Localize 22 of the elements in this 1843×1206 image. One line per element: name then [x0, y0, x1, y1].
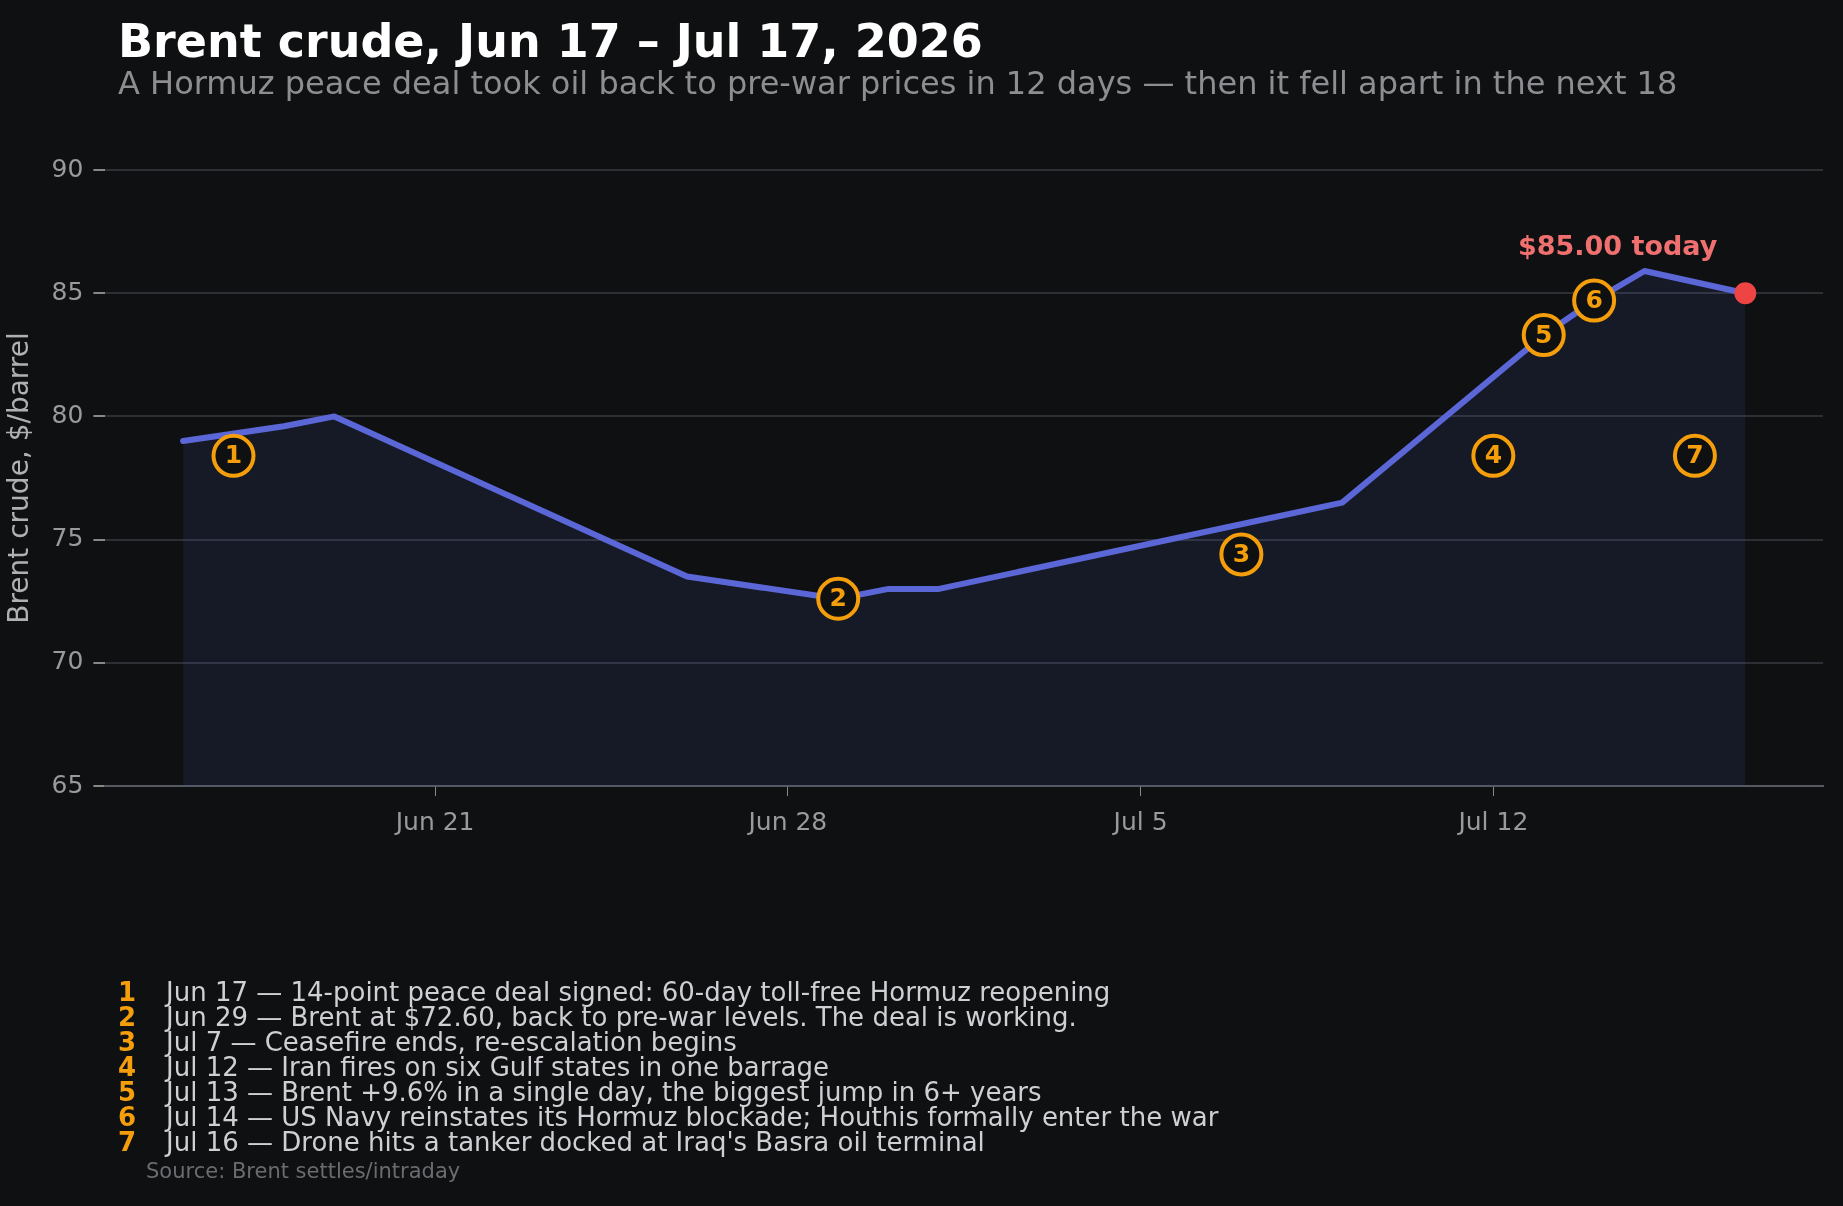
annotation: 7 — [1686, 440, 1704, 470]
y-tick-label: 90 — [51, 153, 84, 183]
y-tick-label: 65 — [51, 769, 84, 799]
x-tick-label: Jul 12 — [1456, 806, 1529, 836]
y-axis-title: Brent crude, $/barrel — [2, 332, 36, 624]
y-tick-label: 80 — [51, 399, 84, 429]
chart-title: Brent crude, Jun 17 – Jul 17, 2026 — [118, 14, 983, 68]
annotation: 3 — [1232, 538, 1251, 568]
x-tick-label: Jul 5 — [1111, 806, 1168, 836]
y-tick-label: 85 — [51, 276, 84, 306]
annotation: 4 — [1484, 440, 1503, 470]
x-tick-label: Jun 21 — [393, 806, 475, 836]
annotation: $85.00 today — [1517, 229, 1718, 261]
text: 1 Jun 17 — 14-point peace deal signed: 60-day toll-free Hormuz reopening — [118, 977, 1111, 1007]
annotation: 1 — [224, 440, 243, 470]
source-note: Source: Brent settles/intraday — [145, 1159, 462, 1184]
x-tick-label: Jun 28 — [746, 806, 828, 836]
annotation: 2 — [829, 583, 847, 613]
y-tick-label: 70 — [51, 646, 84, 676]
y-tick-label: 75 — [51, 523, 84, 553]
annotation: 5 — [1535, 319, 1553, 349]
annotation: 6 — [1585, 285, 1603, 315]
